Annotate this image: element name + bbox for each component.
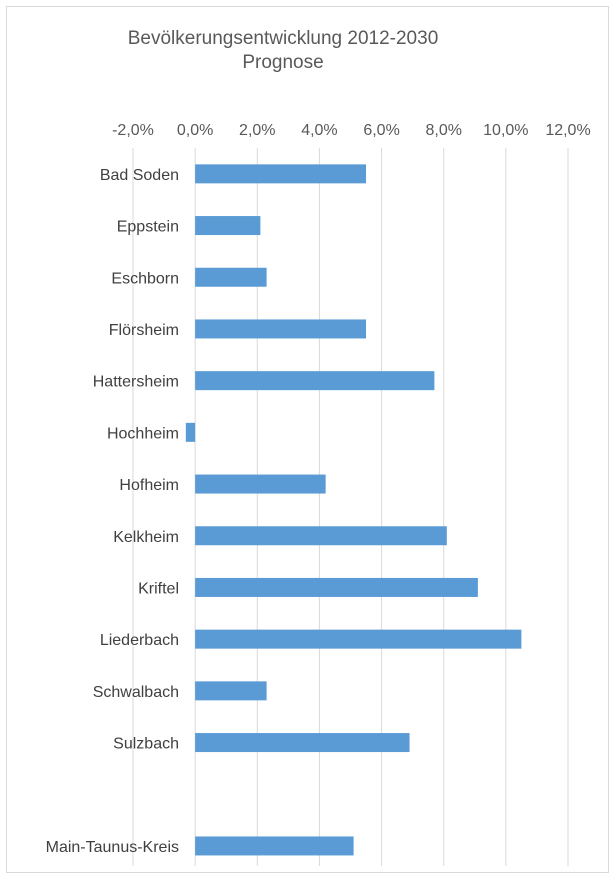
x-tick-label: 12,0% (545, 122, 590, 139)
bar (195, 733, 410, 753)
x-tick-label: 4,0% (301, 122, 337, 139)
category-label: Hofheim (119, 477, 179, 494)
category-label: Kelkheim (113, 529, 179, 546)
category-label: Eppstein (117, 219, 179, 236)
bar (195, 629, 522, 649)
chart-title: Bevölkerungsentwicklung 2012-2030 (128, 28, 439, 49)
category-label: Sulzbach (113, 736, 179, 753)
category-label: Bad Soden (100, 167, 179, 184)
category-label: Kriftel (138, 580, 179, 597)
category-label: Main-Taunus-Kreis (46, 839, 179, 856)
x-tick-label: 8,0% (425, 122, 461, 139)
x-tick-label: 0,0% (177, 122, 213, 139)
bar (195, 319, 367, 339)
x-tick-label: 10,0% (483, 122, 528, 139)
bar (195, 371, 435, 391)
bar (195, 267, 267, 287)
bars (185, 164, 522, 856)
bar (195, 681, 267, 701)
category-labels: Bad Soden Eppstein Eschborn Flörsheim Hatter… (46, 167, 179, 856)
x-tick-label: 2,0% (239, 122, 275, 139)
bar (195, 526, 447, 546)
category-label: Hattersheim (93, 374, 179, 391)
x-axis-ticks: -2,0% 0,0% 2,0% 4,0% 6,0% 8,0% 10,0% 12,0% (112, 122, 591, 139)
category-label: Flörsheim (109, 322, 179, 339)
bar (195, 836, 354, 856)
bar (195, 577, 478, 597)
category-label: Hochheim (107, 425, 179, 442)
chart-frame (6, 6, 609, 873)
bar (195, 164, 367, 184)
x-tick-label: -2,0% (112, 122, 154, 139)
category-label: Liederbach (100, 632, 179, 649)
category-label: Eschborn (111, 270, 179, 287)
category-label: Schwalbach (93, 684, 179, 701)
chart-subtitle: Prognose (242, 52, 323, 73)
x-tick-label: 6,0% (363, 122, 399, 139)
bar (195, 474, 326, 494)
bar (195, 216, 261, 236)
gridlines (132, 148, 569, 866)
bar (185, 422, 196, 442)
